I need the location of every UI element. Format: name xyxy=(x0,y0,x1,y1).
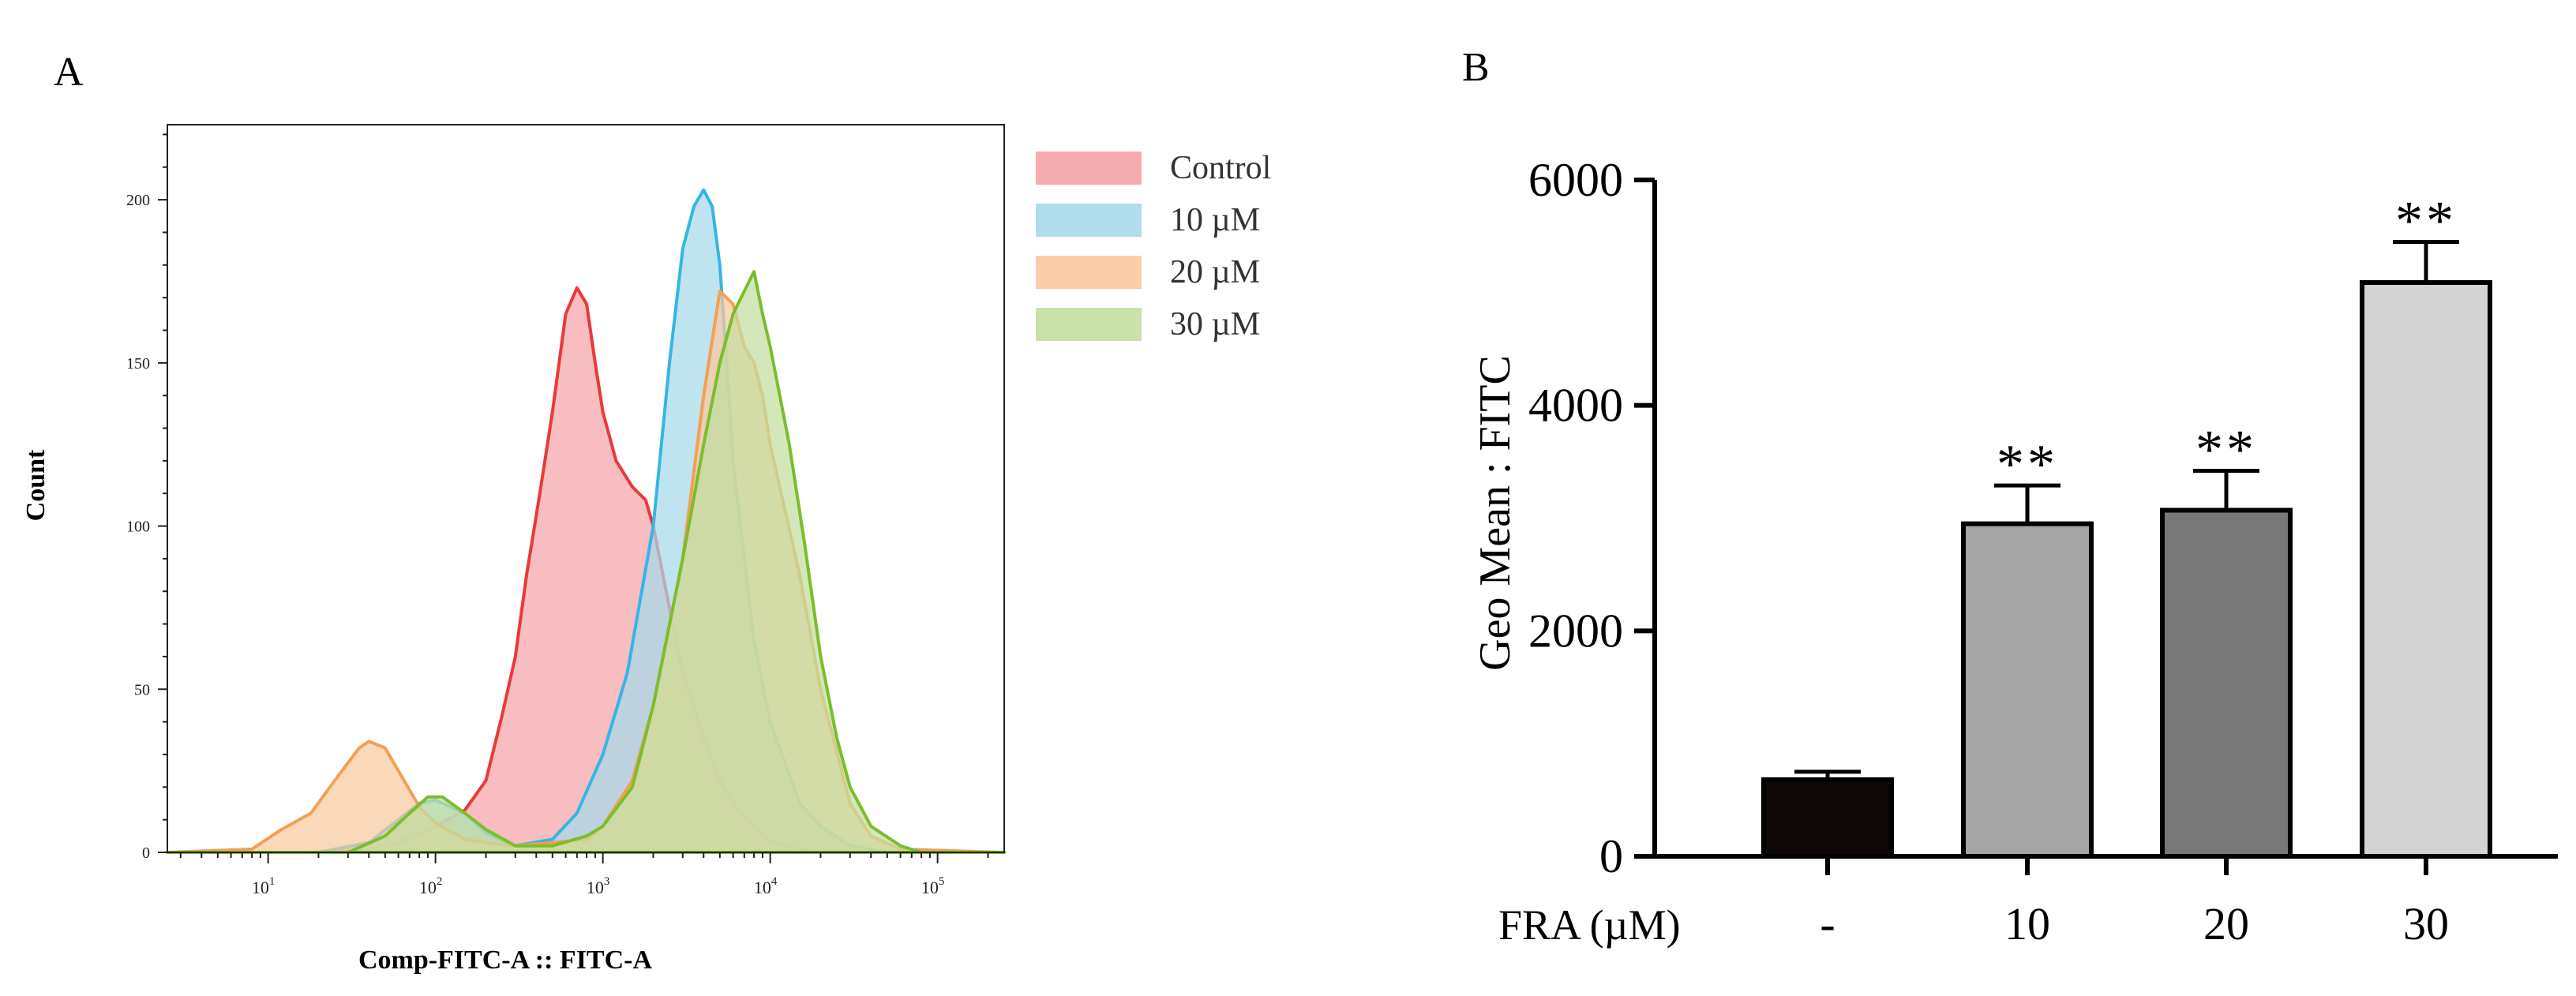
bar-chart-y-tick-label: 2000 xyxy=(1528,605,1623,657)
significance-marker-4: ** xyxy=(2395,191,2457,252)
bar-chart-y-axis-label: Geo Mean : FITC xyxy=(1471,355,1520,671)
histogram-x-tick-exponent: 5 xyxy=(939,875,945,888)
histogram-series-1-area xyxy=(166,286,1006,854)
histogram-x-tick-exponent: 1 xyxy=(269,875,276,888)
histogram-series-4-area xyxy=(166,270,1006,854)
legend-swatch-3 xyxy=(1036,256,1142,289)
histogram-x-tick-base: 10 xyxy=(419,878,437,897)
histogram-x-tick-exponent: 4 xyxy=(771,875,778,888)
histogram-x-tick-base: 10 xyxy=(252,878,269,897)
histogram-x-tick-base: 10 xyxy=(754,878,771,897)
bar-chart-x-axis-label: FRA (µM) xyxy=(1498,901,1681,949)
histogram-y-tick-label: 150 xyxy=(126,355,150,373)
histogram-frame xyxy=(167,124,1005,853)
histogram-y-tick-label: 0 xyxy=(142,844,150,862)
bar-chart-category-label: 20 xyxy=(2203,898,2249,949)
bar-2 xyxy=(1961,521,2094,859)
legend-label-2: 10 µM xyxy=(1170,202,1260,238)
significance-marker-3: ** xyxy=(2195,420,2257,481)
histogram-x-tick-label: 102 xyxy=(419,875,443,897)
legend-label-3: 20 µM xyxy=(1170,254,1260,290)
bar-1 xyxy=(1761,777,1894,859)
histogram-x-tick-label: 104 xyxy=(754,875,778,897)
bar-3 xyxy=(2160,507,2293,859)
bar-chart-bars: - 10 ** 20 ** 30 ** xyxy=(1761,191,2492,949)
histogram-x-tick-exponent: 2 xyxy=(437,875,443,888)
histogram-x-tick-label: 101 xyxy=(252,875,276,897)
legend-swatch-2 xyxy=(1036,204,1142,237)
bar-chart-category-label: 10 xyxy=(2004,898,2050,949)
bar-chart-y-tick-label: 0 xyxy=(1599,830,1623,882)
significance-marker-2: ** xyxy=(1997,434,2058,495)
panel-a-label: A xyxy=(54,50,84,95)
histogram-x-tick-label: 105 xyxy=(921,875,945,897)
legend-swatch-1 xyxy=(1036,152,1142,185)
histogram-y-tick-label: 50 xyxy=(134,681,150,698)
histogram-x-axis-label: Comp-FITC-A :: FITC-A xyxy=(358,945,653,975)
panel-b-label: B xyxy=(1462,45,1490,90)
histogram-x-tick-exponent: 3 xyxy=(604,875,610,888)
histogram-x-tick-base: 10 xyxy=(587,878,604,897)
histogram-y-tick-label: 200 xyxy=(126,192,150,209)
histogram-x-tick-label: 103 xyxy=(587,875,610,897)
bar-chart-category-label: - xyxy=(1820,898,1835,949)
legend-swatch-4 xyxy=(1036,308,1142,341)
bar-chart-y-tick-label: 6000 xyxy=(1528,154,1623,206)
histogram-y-axis-label: Count xyxy=(21,449,51,521)
histogram-legend: Control 10 µM 20 µM 30 µM xyxy=(1036,150,1271,343)
bar-chart-y-tick-label: 4000 xyxy=(1528,380,1623,432)
bar-4 xyxy=(2360,279,2492,859)
histogram-areas xyxy=(166,188,1006,854)
histogram-x-tick-base: 10 xyxy=(921,878,939,897)
panel-b-bar-chart: B 0 2000 4000 6000 - 10 ** 20 ** 30 ** Geo Mean :… xyxy=(1462,45,2558,949)
legend-label-4: 30 µM xyxy=(1170,306,1260,343)
histogram-y-tick-label: 100 xyxy=(126,519,150,536)
bar-chart-category-label: 30 xyxy=(2403,898,2449,949)
legend-label-1: Control xyxy=(1170,150,1271,186)
